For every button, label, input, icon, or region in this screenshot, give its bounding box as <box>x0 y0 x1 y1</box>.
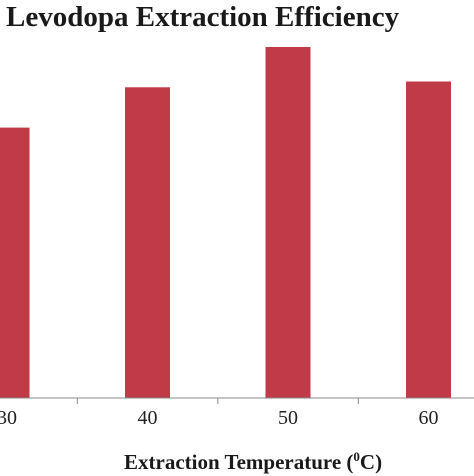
bar-50 <box>265 47 311 398</box>
bar-60 <box>406 81 451 398</box>
x-ticks-group: 30 40 50 60 <box>0 398 439 429</box>
bar-40 <box>125 87 170 399</box>
x-axis-label: Extraction Temperature (0C) <box>124 443 382 476</box>
x-tick-label-30: 30 <box>0 407 17 429</box>
x-tick-label-40: 40 <box>138 407 158 429</box>
x-tick-label-50: 50 <box>278 407 298 429</box>
x-axis-label-text: Extraction Temperature ( <box>124 450 354 474</box>
bars-group <box>0 47 451 399</box>
x-tick-label-60: 60 <box>419 407 439 429</box>
x-axis-label-unit: C) <box>359 450 383 474</box>
chart-title: Levodopa Extraction Efficiency <box>6 1 400 33</box>
x-axis-label-superscript: 0 <box>353 449 360 464</box>
bar-30 <box>0 127 30 398</box>
